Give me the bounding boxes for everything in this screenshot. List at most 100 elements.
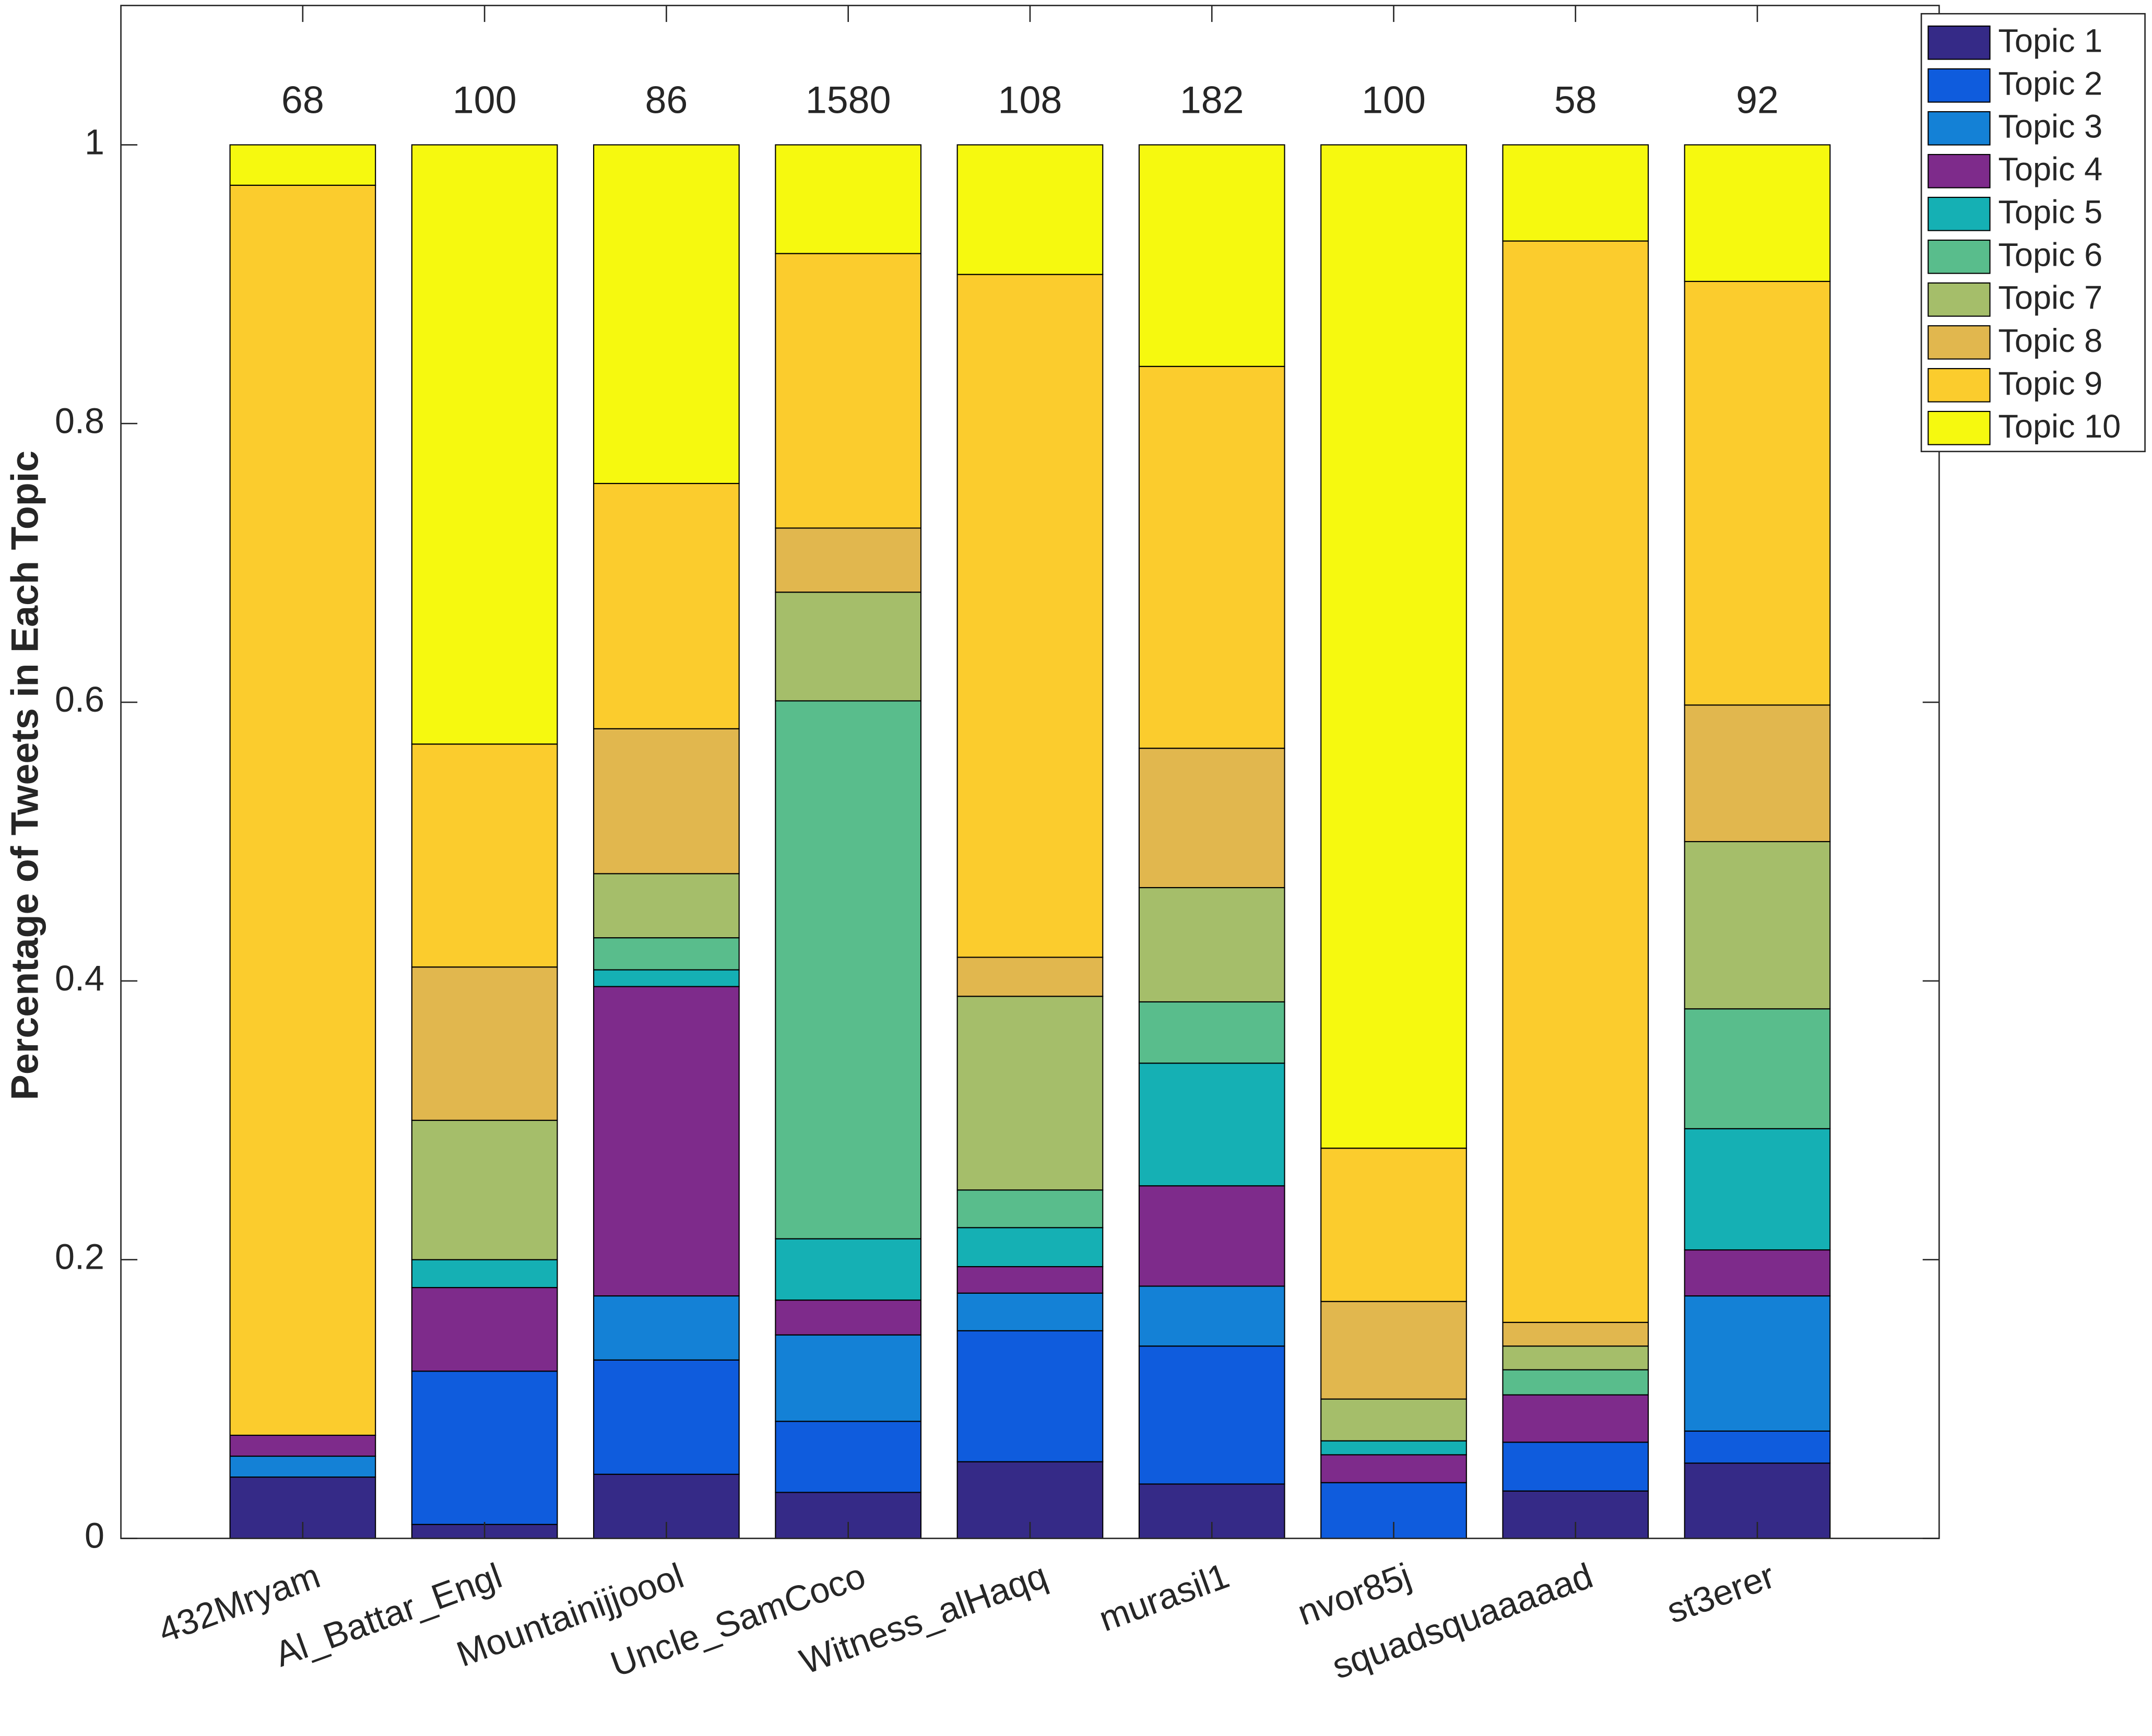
bar-segment [1684, 280, 1831, 706]
bar-annotation: 182 [1180, 78, 1244, 122]
bar-segment [1502, 144, 1649, 242]
bar-segment [1502, 240, 1649, 1323]
bar-segment [1684, 1249, 1831, 1297]
bar-segment [956, 144, 1104, 275]
bar-segment [956, 1189, 1104, 1229]
bar-segment [1502, 1345, 1649, 1371]
bar-annotation: 100 [453, 78, 517, 122]
legend-label: Topic 1 [1998, 23, 2102, 60]
bar-segment [411, 966, 558, 1121]
bar-segment [593, 1359, 740, 1475]
bar-segment [1684, 704, 1831, 843]
bar-segment [775, 144, 922, 254]
bar-segment [1502, 1321, 1649, 1347]
legend-swatch [1928, 410, 1991, 445]
bar-segment [1684, 1008, 1831, 1129]
bar-segment [1684, 144, 1831, 282]
bar-segment [1684, 841, 1831, 1010]
x-tick-label: murasil1 [1094, 1556, 1234, 1639]
y-tick-label: 0.4 [55, 959, 104, 998]
bar-segment [411, 1287, 558, 1372]
bar-segment [1684, 1128, 1831, 1251]
bar-segment [775, 253, 922, 529]
bar-annotation: 92 [1736, 78, 1779, 122]
bar-segment [956, 1330, 1104, 1462]
bar-segment [775, 1334, 922, 1422]
bar-segment [956, 1292, 1104, 1331]
bar-segment [1138, 1001, 1285, 1064]
bar-segment [1320, 1440, 1467, 1456]
x-tick-label: nvor85j [1293, 1556, 1416, 1633]
bar-segment [593, 144, 740, 485]
bar-segment [775, 1300, 922, 1336]
bar-segment [956, 956, 1104, 997]
bar-segment [775, 700, 922, 1239]
y-tick-label: 1 [85, 122, 104, 162]
bar-annotation: 1580 [806, 78, 891, 122]
legend-label: Topic 8 [1998, 323, 2102, 359]
bar-segment [1684, 1430, 1831, 1464]
y-axis-label: Percentage of Tweets in Each Topic [3, 451, 46, 1100]
bar-annotation: 108 [998, 78, 1062, 122]
bar-segment [229, 144, 376, 186]
legend-swatch [1928, 153, 1991, 188]
bar-segment [593, 728, 740, 875]
x-tick-label: st3erer [1662, 1556, 1780, 1631]
legend-label: Topic 4 [1998, 151, 2102, 188]
y-tick-label: 0 [85, 1516, 104, 1556]
bar-annotation: 86 [645, 78, 688, 122]
bar-segment [411, 1371, 558, 1525]
bar-segment [229, 1434, 376, 1457]
bar-segment [1138, 1285, 1285, 1347]
bar-segment [1138, 365, 1285, 749]
bar-segment [956, 1227, 1104, 1268]
legend-swatch [1928, 196, 1991, 231]
bar-annotation: 58 [1554, 78, 1597, 122]
bar-segment [411, 144, 558, 745]
legend-swatch [1928, 368, 1991, 403]
bar-segment [229, 184, 376, 1436]
bar-segment [593, 873, 740, 939]
bar-segment [1502, 1394, 1649, 1443]
bar-segment [956, 1266, 1104, 1294]
bar-segment [593, 986, 740, 1297]
bar-segment [775, 527, 922, 593]
bar-segment [593, 482, 740, 729]
bar-annotation: 68 [281, 78, 324, 122]
legend-swatch [1928, 325, 1991, 360]
legend-label: Topic 7 [1998, 280, 2102, 316]
bar-segment [411, 743, 558, 968]
bar-segment [1502, 1442, 1649, 1492]
legend-label: Topic 9 [1998, 365, 2102, 402]
bar-segment [1320, 1398, 1467, 1442]
legend-swatch [1928, 282, 1991, 317]
bar-segment [593, 937, 740, 971]
legend-label: Topic 3 [1998, 109, 2102, 145]
bar-segment [1138, 1062, 1285, 1187]
bar-segment [956, 996, 1104, 1191]
legend-label: Topic 2 [1998, 66, 2102, 102]
bar-segment [1684, 1295, 1831, 1432]
bar-segment [1138, 748, 1285, 889]
legend-swatch [1928, 25, 1991, 60]
bar-segment [1138, 144, 1285, 367]
bar-segment [1320, 1148, 1467, 1302]
legend-label: Topic 6 [1998, 237, 2102, 274]
legend-swatch [1928, 239, 1991, 274]
bar-segment [956, 274, 1104, 958]
bar-segment [1138, 887, 1285, 1002]
legend-label: Topic 5 [1998, 194, 2102, 231]
bar-segment [1320, 144, 1467, 1149]
bar-segment [775, 1238, 922, 1301]
bar-segment [229, 1455, 376, 1478]
bar-segment [1502, 1369, 1649, 1396]
legend-swatch [1928, 68, 1991, 103]
bar-segment [1320, 1301, 1467, 1400]
bar-annotation: 100 [1362, 78, 1426, 122]
legend-label: Topic 10 [1998, 408, 2121, 445]
bar-segment [1320, 1454, 1467, 1483]
y-tick-label: 0.2 [55, 1237, 104, 1277]
y-tick-label: 0.6 [55, 680, 104, 719]
bar-segment [593, 1295, 740, 1361]
